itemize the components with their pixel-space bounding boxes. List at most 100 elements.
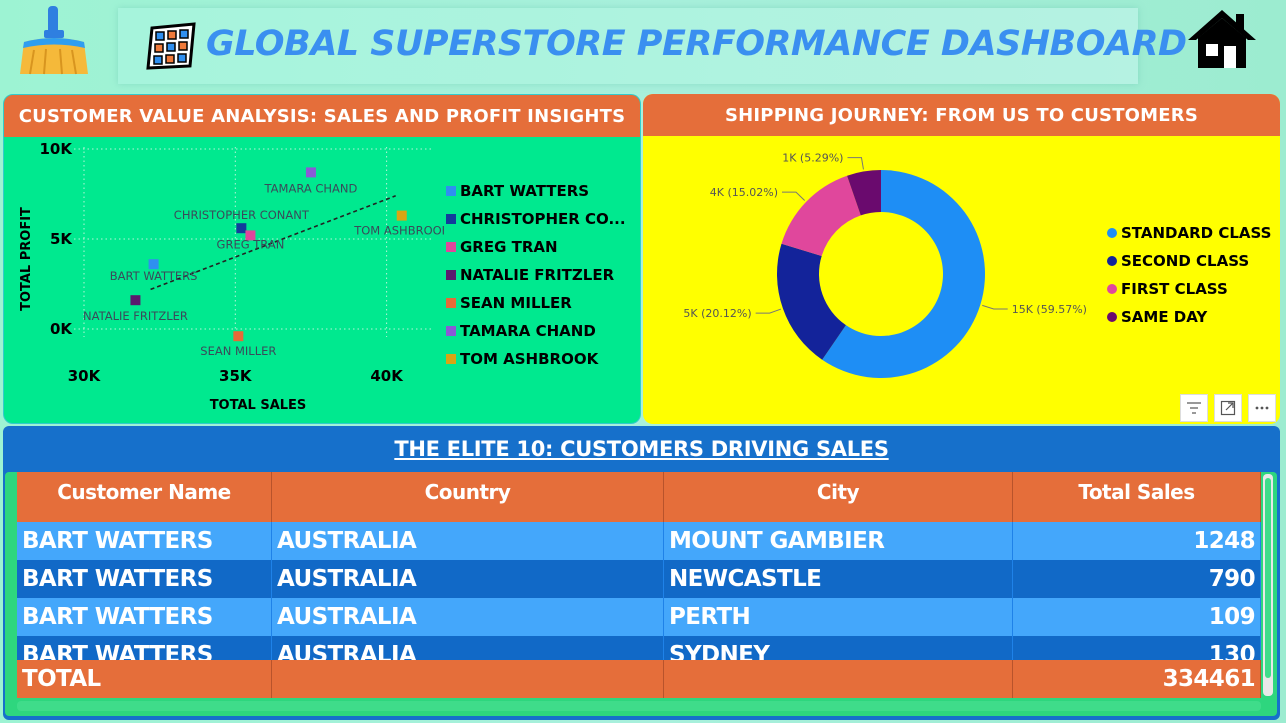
legend-label: TOM ASHBROOK — [460, 350, 599, 368]
legend-swatch — [446, 298, 456, 308]
legend-item-sean-miller[interactable]: SEAN MILLER — [446, 289, 626, 317]
donut-slice-standard-class[interactable] — [822, 170, 985, 378]
donut-slice-first-class[interactable] — [781, 175, 861, 256]
vertical-scrollbar[interactable] — [1263, 474, 1273, 696]
building-icon — [146, 22, 196, 70]
data-label-tamara-chand: TAMARA CHAND — [264, 181, 358, 195]
legend-item-bart-watters[interactable]: BART WATTERS — [446, 177, 626, 205]
cell-total-sales: 790 — [1013, 560, 1261, 598]
cell-customer-name: BART WATTERS — [17, 560, 272, 598]
focus-mode-icon[interactable] — [1214, 394, 1242, 422]
leader-line — [982, 304, 1008, 310]
y-tick-label: 5K — [50, 230, 73, 248]
table-row[interactable]: BART WATTERS AUSTRALIA SYDNEY 130 — [17, 636, 1261, 662]
cell-city: PERTH — [664, 598, 1013, 636]
donut-slice-second-class[interactable] — [777, 243, 846, 360]
y-tick-label: 10K — [40, 140, 74, 158]
scatter-point-bart-watters[interactable] — [148, 259, 159, 270]
cell-city: MOUNT GAMBIER — [664, 522, 1013, 560]
x-tick-label: 40K — [370, 367, 404, 385]
legend-swatch — [1107, 312, 1117, 322]
legend-label: FIRST CLASS — [1121, 280, 1228, 298]
cell-country: AUSTRALIA — [272, 522, 664, 560]
legend-item-standard-class[interactable]: STANDARD CLASS — [1107, 219, 1271, 247]
scatter-point-tom-ashbrook[interactable] — [396, 210, 407, 221]
legend-label: TAMARA CHAND — [460, 322, 596, 340]
donut-data-label-first-class: 4K (15.02%) — [710, 186, 778, 199]
legend-label: STANDARD CLASS — [1121, 224, 1272, 242]
cell-customer-name: BART WATTERS — [17, 522, 272, 560]
cell-country: AUSTRALIA — [272, 560, 664, 598]
x-tick-label: 30K — [68, 367, 102, 385]
legend-label: GREG TRAN — [460, 238, 558, 256]
table-row[interactable]: BART WATTERS AUSTRALIA NEWCASTLE 790 — [17, 560, 1261, 598]
scatter-panel-title: CUSTOMER VALUE ANALYSIS: SALES AND PROFI… — [4, 95, 640, 137]
horizontal-scrollbar[interactable] — [17, 701, 1261, 711]
filter-icon[interactable] — [1180, 394, 1208, 422]
table-total-row: TOTAL 334461 — [17, 660, 1261, 698]
cell-total-sales: 109 — [1013, 598, 1261, 636]
legend-item-tom-ashbrook[interactable]: TOM ASHBROOK — [446, 345, 626, 373]
scatter-point-christopher-conant[interactable] — [236, 223, 247, 234]
x-axis-title: TOTAL SALES — [210, 398, 307, 413]
donut-legend: STANDARD CLASS SECOND CLASS FIRST CLASS SAM… — [1107, 219, 1271, 331]
donut-chart: 15K (59.57%) 5K (20.12%) 4K (15.02%) 1K (5.… — [683, 152, 1087, 378]
legend-label: SAME DAY — [1121, 308, 1208, 326]
cell-city: SYDNEY — [664, 636, 1013, 662]
table-body[interactable]: BART WATTERS AUSTRALIA MOUNT GAMBIER 124… — [17, 522, 1261, 662]
scatter-point-tamara-chand[interactable] — [305, 167, 316, 178]
scatter-chart: 30K 35K 40K 0K 5K 10K TOTAL SALES TOTAL PROFIT B… — [19, 140, 444, 413]
donut-data-label-second-class: 5K (20.12%) — [683, 307, 751, 320]
scatter-point-sean-miller[interactable] — [233, 331, 244, 342]
data-label-bart-watters: BART WATTERS — [110, 269, 198, 283]
elite-customers-table-panel: THE ELITE 10: CUSTOMERS DRIVING SALES Cu… — [3, 426, 1280, 720]
table-title: THE ELITE 10: CUSTOMERS DRIVING SALES — [394, 437, 889, 461]
legend-item-greg-tran[interactable]: GREG TRAN — [446, 233, 626, 261]
data-label-natalie-fritzler: NATALIE FRITZLER — [83, 309, 188, 323]
leader-line — [755, 308, 782, 314]
total-country-blank — [272, 660, 664, 698]
legend-swatch — [1107, 284, 1117, 294]
legend-swatch — [1107, 228, 1117, 238]
column-header-total-sales[interactable]: Total Sales — [1013, 472, 1261, 522]
donut-slice-same-day[interactable] — [847, 170, 881, 216]
leader-line — [782, 191, 805, 201]
donut-data-label-standard-class: 15K (59.57%) — [1012, 303, 1087, 316]
total-city-blank — [664, 660, 1013, 698]
legend-label: SECOND CLASS — [1121, 252, 1250, 270]
home-icon[interactable] — [1186, 8, 1258, 70]
legend-label: CHRISTOPHER CO... — [460, 210, 626, 228]
scatter-legend: BART WATTERS CHRISTOPHER CO... GREG TRAN NA… — [446, 177, 626, 373]
broom-icon[interactable] — [14, 4, 94, 80]
legend-item-tamara-chand[interactable]: TAMARA CHAND — [446, 317, 626, 345]
legend-item-christopher-conant[interactable]: CHRISTOPHER CO... — [446, 205, 626, 233]
column-header-city[interactable]: City — [664, 472, 1013, 522]
cell-country: AUSTRALIA — [272, 636, 664, 662]
cell-customer-name: BART WATTERS — [17, 598, 272, 636]
legend-item-second-class[interactable]: SECOND CLASS — [1107, 247, 1271, 275]
table-frame: Customer Name Country City Total Sales B… — [5, 472, 1277, 716]
customers-table: Customer Name Country City Total Sales B… — [17, 472, 1261, 662]
legend-item-same-day[interactable]: SAME DAY — [1107, 303, 1271, 331]
donut-data-label-same-day: 1K (5.29%) — [782, 152, 843, 165]
cell-country: AUSTRALIA — [272, 598, 664, 636]
legend-swatch — [446, 242, 456, 252]
column-header-customer-name[interactable]: Customer Name — [17, 472, 272, 522]
table-row[interactable]: BART WATTERS AUSTRALIA PERTH 109 — [17, 598, 1261, 636]
y-axis-title: TOTAL PROFIT — [19, 207, 34, 311]
legend-item-natalie-fritzler[interactable]: NATALIE FRITZLER — [446, 261, 626, 289]
scatter-point-natalie-fritzler[interactable] — [130, 295, 141, 306]
visual-toolbar — [1180, 394, 1276, 422]
data-label-christopher-conant: CHRISTOPHER CONANT — [174, 208, 310, 222]
leader-line — [847, 157, 864, 170]
y-tick-label: 0K — [50, 320, 73, 338]
legend-item-first-class[interactable]: FIRST CLASS — [1107, 275, 1271, 303]
data-label-greg-tran: GREG TRAN — [217, 237, 285, 251]
legend-swatch — [446, 186, 456, 196]
scatter-point-greg-tran[interactable] — [245, 230, 256, 241]
table-row[interactable]: BART WATTERS AUSTRALIA MOUNT GAMBIER 124… — [17, 522, 1261, 560]
vertical-scroll-thumb[interactable] — [1265, 478, 1271, 678]
trend-line — [150, 195, 396, 291]
more-options-icon[interactable] — [1248, 394, 1276, 422]
column-header-country[interactable]: Country — [272, 472, 664, 522]
